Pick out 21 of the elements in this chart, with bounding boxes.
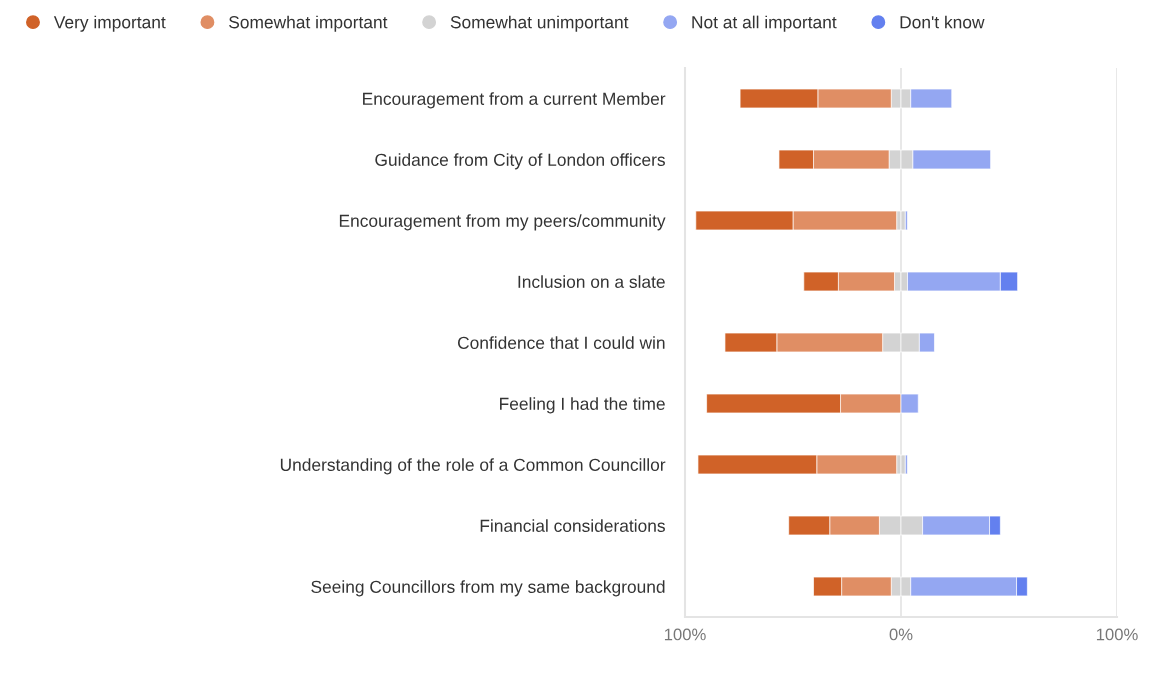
y-tick-label: Encouragement from my peers/community (339, 214, 666, 231)
y-tick-label: Financial considerations (480, 519, 665, 532)
y-tick-label: Feeling I had the time (500, 397, 665, 414)
y-tick-label: Guidance from City of London officers (375, 153, 665, 170)
y-tick-label: Confidence that I could win (457, 336, 665, 349)
y-tick-label: Encouragement from a current Member (363, 92, 666, 109)
legend-label: Somewhat important (229, 15, 388, 32)
x-tick-label: 100% (1096, 628, 1138, 641)
legend-label: Very important (53, 15, 166, 32)
bar (904, 210, 908, 231)
legend-label: Not at all important (692, 15, 837, 32)
bar (900, 454, 906, 475)
y-tick-label: Understanding of the role of a Common Councillor (280, 458, 666, 475)
bar (900, 210, 906, 231)
legend-label: Somewhat unimportant (450, 15, 629, 32)
bar (904, 454, 908, 475)
y-tick-label: Inclusion on a slate (518, 275, 665, 288)
y-tick-label: Seeing Councillors from my same background (311, 580, 665, 597)
x-tick-label: 100% (664, 628, 706, 641)
legend-label: Don't know (900, 15, 985, 29)
x-tick-label: 0% (889, 628, 913, 641)
